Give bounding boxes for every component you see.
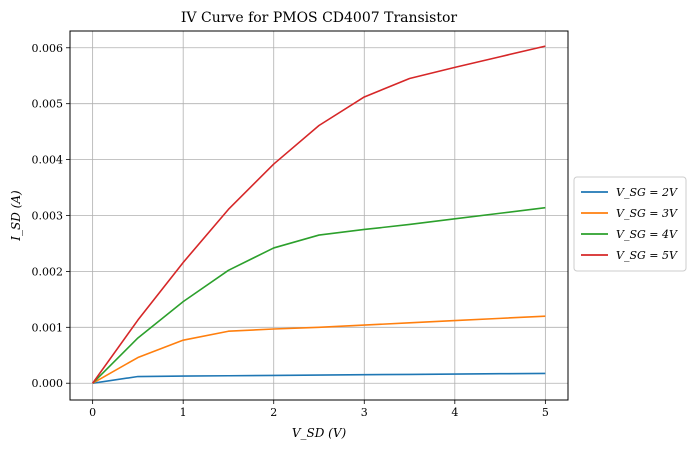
legend-label: V_SG = 2V bbox=[616, 186, 678, 199]
chart-title: IV Curve for PMOS CD4007 Transistor bbox=[181, 10, 457, 26]
series-line bbox=[92, 372, 546, 385]
y-tick-label: 0.005 bbox=[32, 98, 64, 111]
legend-label: V_SG = 3V bbox=[616, 207, 678, 220]
x-tick-label: 1 bbox=[180, 406, 187, 419]
x-tick-label: 0 bbox=[89, 406, 96, 419]
x-tick-label: 2 bbox=[270, 406, 277, 419]
x-tick-label: 4 bbox=[451, 406, 458, 419]
y-tick-label: 0.000 bbox=[32, 377, 64, 390]
x-tick-label: 5 bbox=[542, 406, 549, 419]
x-tick-label: 3 bbox=[361, 406, 368, 419]
y-tick-label: 0.006 bbox=[32, 42, 64, 55]
y-tick-label: 0.001 bbox=[32, 321, 64, 334]
series-line bbox=[92, 315, 546, 384]
x-axis-title: V_SD (V) bbox=[292, 426, 347, 440]
legend-label: V_SG = 4V bbox=[616, 228, 678, 241]
legend: V_SG = 2V V_SG = 3V V_SG = 4V V_SG = 5V bbox=[573, 176, 687, 272]
y-axis-title: I_SD (A) bbox=[9, 190, 23, 242]
legend-box bbox=[573, 176, 687, 272]
y-tick-label: 0.002 bbox=[32, 265, 64, 278]
y-tick-label: 0.004 bbox=[32, 154, 64, 167]
legend-label: V_SG = 5V bbox=[616, 249, 678, 262]
y-tick-label: 0.003 bbox=[32, 210, 64, 223]
series-lines bbox=[91, 45, 546, 385]
series-line bbox=[91, 45, 546, 384]
axis-ticks: 0 1 2 3 4 5 0.000 0.001 0.002 0.003 0.004 0.005 0.00… bbox=[32, 42, 549, 419]
series-line bbox=[92, 206, 546, 384]
